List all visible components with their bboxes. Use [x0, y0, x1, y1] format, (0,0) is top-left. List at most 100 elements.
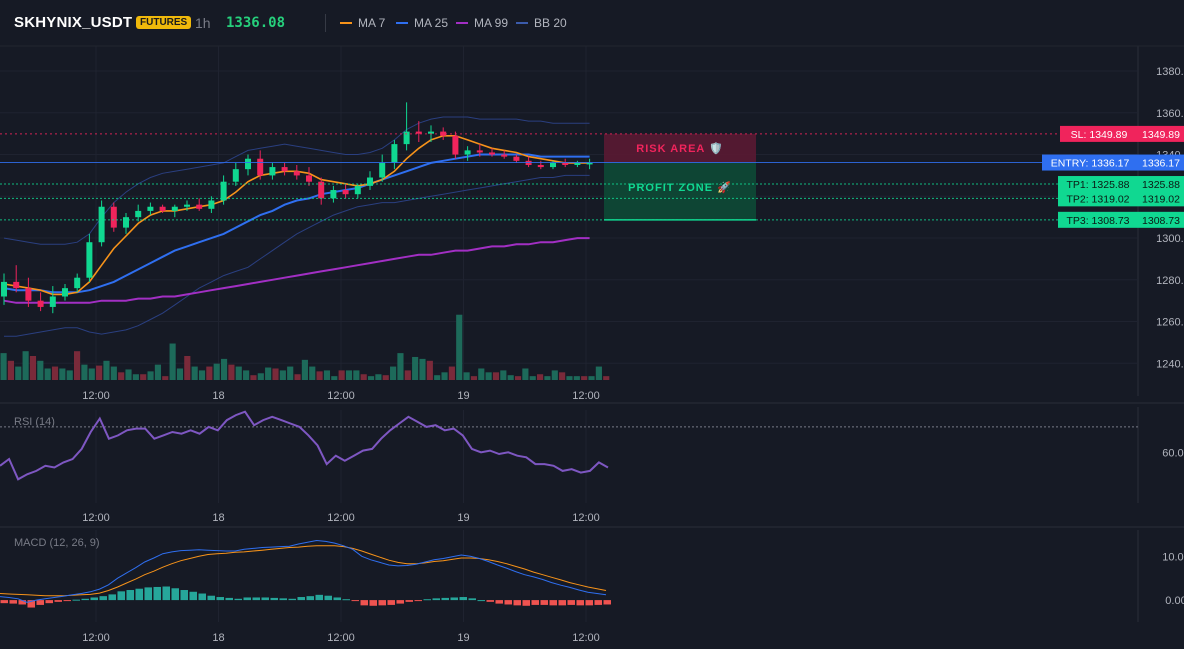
rsi-title: RSI (14): [14, 416, 55, 428]
volume-bar: [0, 353, 7, 380]
volume-bar: [15, 366, 22, 380]
price-tag-bg: [1138, 190, 1184, 207]
rsi-pane[interactable]: RSI (14): [0, 410, 1138, 481]
macd-histogram-bar: [540, 600, 548, 605]
volume-bar: [566, 376, 573, 380]
macd-histogram-bar: [270, 597, 278, 601]
macd-histogram-bar: [405, 600, 413, 602]
candle-body: [513, 156, 520, 161]
volume-bar: [470, 376, 478, 380]
candle-body: [74, 277, 81, 289]
macd-histogram-bar: [216, 597, 224, 601]
legend-swatch-ma25: [396, 22, 408, 24]
volume-bar: [59, 368, 66, 380]
macd-histogram-bar: [153, 586, 161, 601]
legend-ma25[interactable]: MA 25: [396, 16, 448, 30]
candle-body: [171, 206, 178, 211]
macd-histogram-bar: [234, 598, 242, 601]
candle-body: [220, 181, 227, 201]
axes-layer: 1240.001260.001280.001300.001320.001340.…: [82, 66, 1184, 644]
bb-upper-line: [3, 116, 590, 245]
volume-bar: [73, 351, 81, 380]
candle-body: [25, 288, 32, 301]
volume-bar: [191, 366, 198, 380]
macd-histogram-bar: [468, 598, 476, 601]
level-label: TP3: 1308.73: [1066, 215, 1129, 227]
volume-bar: [37, 360, 44, 380]
candle-body: [330, 190, 337, 199]
volume-bar: [103, 360, 110, 380]
candle-body: [245, 158, 251, 170]
macd-histogram-bar: [207, 595, 215, 601]
macd-histogram-bar: [522, 600, 530, 606]
macd-histogram-bar: [135, 588, 143, 601]
volume-bar: [588, 376, 595, 380]
candle-body: [269, 167, 276, 176]
level-label-bg: [1042, 154, 1138, 171]
volume-bar: [206, 366, 213, 380]
legend-ma99[interactable]: MA 99: [456, 16, 508, 30]
candle-body: [537, 164, 544, 168]
macd-title: MACD (12, 26, 9): [14, 537, 100, 549]
macd-histogram-bar: [441, 597, 449, 601]
volume-bar: [250, 375, 257, 380]
volume-bar: [265, 367, 272, 380]
volume-bar: [353, 370, 360, 380]
macd-histogram-bar: [171, 588, 179, 601]
x-tick-label: 12:00: [82, 390, 110, 402]
volume-bar: [559, 372, 566, 380]
symbol-name[interactable]: SKHYNIX_USDT: [14, 14, 133, 31]
legend-ma7[interactable]: MA 7: [340, 16, 385, 30]
macd-histogram-bar: [54, 600, 62, 602]
price-tag: 1349.89: [1142, 129, 1180, 141]
price-pane[interactable]: RISK AREA 🛡️ PROFIT ZONE 🚀: [0, 102, 1138, 380]
macd-histogram-bar: [306, 596, 314, 601]
macd-histogram-bar: [180, 590, 188, 601]
volume-bar: [176, 368, 184, 380]
macd-tick-label: 0.00: [1165, 595, 1184, 607]
candle-body: [403, 131, 410, 145]
volume-bar: [331, 376, 338, 380]
macd-histogram-bar: [576, 600, 584, 606]
level-label-bg: [1060, 125, 1138, 142]
macd-line: [0, 539, 607, 603]
macd-histogram-bar: [477, 600, 485, 602]
volume-bar: [213, 363, 220, 380]
volume-bar: [316, 371, 323, 380]
legend-bb20[interactable]: BB 20: [516, 16, 567, 30]
volume-bar: [29, 356, 37, 380]
last-price: 1336.08: [226, 15, 286, 31]
x-tick-label: 12:00: [327, 632, 355, 644]
macd-histogram-bar: [225, 597, 233, 601]
price-tag-bg: [1138, 176, 1184, 193]
volume-bar: [390, 366, 397, 380]
x-tick-label: 12:00: [82, 632, 110, 644]
candle-body: [232, 169, 239, 182]
macd-pane[interactable]: MACD (12, 26, 9): [0, 537, 611, 608]
macd-histogram-bar: [603, 600, 611, 605]
volume-bar: [309, 366, 316, 380]
macd-histogram-bar: [495, 600, 503, 604]
macd-histogram-bar: [333, 597, 341, 601]
volume-bar: [7, 360, 14, 380]
volume-bar: [463, 372, 470, 380]
volume-bar: [448, 366, 455, 380]
volume-bar: [595, 366, 602, 380]
header-separator: [325, 14, 326, 32]
price-tag-bg: [1138, 125, 1184, 142]
candle-body: [354, 185, 361, 195]
macd-signal-line: [0, 545, 607, 597]
candle-body: [208, 200, 215, 209]
macd-histogram-bar: [567, 600, 575, 605]
legend-swatch-bb20: [516, 22, 528, 24]
macd-histogram-bar: [45, 600, 53, 604]
interval-selector[interactable]: 1h: [195, 15, 211, 31]
volume-bar: [287, 366, 294, 380]
macd-histogram-bar: [72, 599, 80, 601]
trade-zone: [604, 133, 756, 163]
macd-histogram-bar: [396, 600, 404, 604]
price-tag: 1319.02: [1142, 193, 1180, 205]
macd-histogram-bar: [99, 596, 107, 601]
macd-histogram-bar: [198, 593, 206, 601]
